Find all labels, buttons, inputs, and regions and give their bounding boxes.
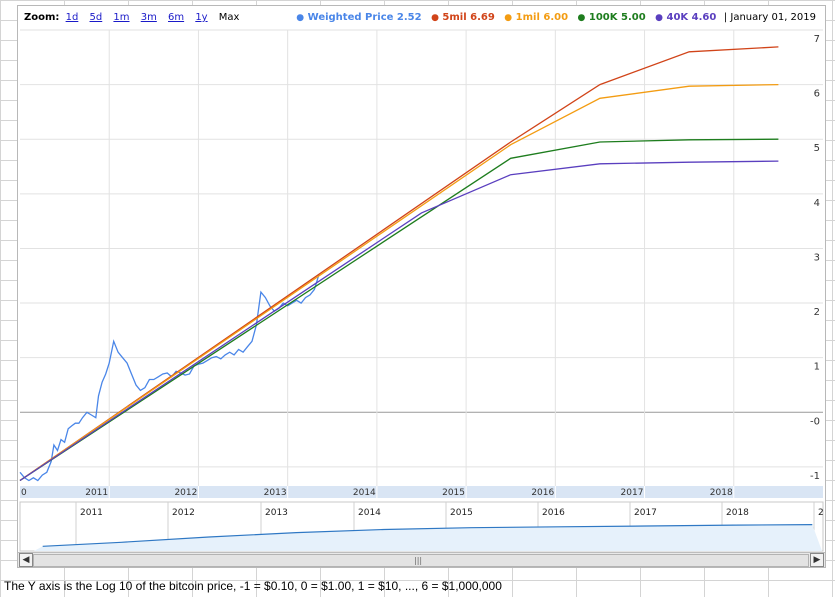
x-tick-label: 2018 bbox=[710, 488, 733, 498]
x-axis-band bbox=[20, 486, 823, 498]
zoom-label: Zoom: bbox=[24, 12, 60, 23]
scroll-thumb[interactable]: ||| bbox=[33, 554, 809, 567]
legend-dot-icon: ● bbox=[296, 13, 305, 23]
legend-date: | January 01, 2019 bbox=[723, 12, 816, 23]
nav-tick-label: 2014 bbox=[358, 508, 381, 518]
x-tick-label: 2015 bbox=[442, 488, 465, 498]
series-line-40k bbox=[19, 160, 779, 482]
nav-tick-label: 2015 bbox=[450, 508, 473, 518]
legend-value: 5.00 bbox=[620, 12, 646, 23]
zoom-max-label[interactable]: Max bbox=[218, 12, 240, 23]
legend-item-100k[interactable]: ● 100K 5.00 bbox=[578, 12, 650, 23]
legend-dot-icon: ● bbox=[577, 13, 586, 23]
series-line-1mil bbox=[19, 83, 779, 482]
zoom-bar: Zoom: 1d 5d 1m 3m 6m 1y Max bbox=[24, 6, 239, 30]
chart-frame: 7 6 5 4 3 2 1 -0 -1 0 2011 2012 2013 2014 2015 2016 201… bbox=[17, 5, 826, 568]
horizontal-scrollbar[interactable]: ◀ ||| ▶ bbox=[18, 552, 825, 567]
x-tick-label: 2012 bbox=[174, 488, 197, 498]
navigator-area bbox=[34, 524, 822, 551]
nav-tick-label: 2 bbox=[818, 508, 824, 518]
series-line-100k bbox=[19, 138, 779, 482]
x-tick-label: 2017 bbox=[621, 488, 644, 498]
legend-dot-icon: ● bbox=[431, 13, 439, 23]
legend-value: 2.52 bbox=[396, 12, 422, 23]
legend-item-40k[interactable]: ● 40K 4.60 bbox=[655, 12, 720, 23]
nav-tick-label: 2017 bbox=[634, 508, 657, 518]
zoom-3m-link[interactable]: 3m bbox=[140, 12, 157, 23]
legend-label: 5mil bbox=[442, 12, 467, 23]
x-tick-label: 2016 bbox=[531, 488, 554, 498]
legend-item-weighted-price[interactable]: ● Weighted Price 2.52 bbox=[296, 12, 425, 23]
y-tick-label: 4 bbox=[814, 198, 820, 209]
series-line-weighted-price bbox=[19, 274, 320, 482]
zoom-1d-link[interactable]: 1d bbox=[65, 12, 79, 23]
legend-item-5mil[interactable]: ● 5mil 6.69 bbox=[431, 12, 498, 23]
series-line-5mil bbox=[19, 46, 779, 482]
legend-value: 6.69 bbox=[470, 12, 495, 23]
legend-dot-icon: ● bbox=[504, 13, 513, 23]
x-tick-label: 2013 bbox=[264, 488, 287, 498]
legend-value: 4.60 bbox=[691, 12, 717, 23]
scroll-right-button[interactable]: ▶ bbox=[810, 553, 824, 567]
y-tick-label: 7 bbox=[814, 34, 820, 45]
legend-value: 6.00 bbox=[543, 12, 569, 23]
legend-label: Weighted Price bbox=[307, 12, 394, 23]
nav-tick-label: 2018 bbox=[726, 508, 749, 518]
navigator-line bbox=[42, 523, 813, 547]
nav-tick-label: 2016 bbox=[542, 508, 565, 518]
zoom-5d-link[interactable]: 5d bbox=[89, 12, 103, 23]
nav-tick-label: 2012 bbox=[172, 508, 195, 518]
y-tick-label: -1 bbox=[810, 471, 820, 482]
zoom-1y-link[interactable]: 1y bbox=[195, 12, 208, 23]
chart-toolbar: Zoom: 1d 5d 1m 3m 6m 1y Max ● Weighted P… bbox=[18, 6, 825, 30]
legend-dot-icon: ● bbox=[655, 13, 664, 23]
zoom-1m-link[interactable]: 1m bbox=[113, 12, 130, 23]
grip-icon: ||| bbox=[414, 556, 423, 565]
plot-area bbox=[20, 30, 823, 486]
x-tick-label: 2011 bbox=[85, 488, 108, 498]
legend: ● Weighted Price 2.52 ● 5mil 6.69 ● 1mil… bbox=[290, 6, 816, 30]
footer-note: The Y axis is the Log 10 of the bitcoin … bbox=[4, 579, 502, 593]
y-tick-label: 5 bbox=[814, 143, 820, 154]
y-tick-label: 6 bbox=[814, 89, 820, 100]
chart-svg: 7 6 5 4 3 2 1 -0 -1 0 2011 2012 2013 2014 2015 2016 201… bbox=[19, 29, 824, 552]
legend-label: 40K bbox=[666, 12, 689, 23]
nav-tick-label: 2013 bbox=[265, 508, 288, 518]
x-tick-label: 2014 bbox=[353, 488, 376, 498]
zoom-6m-link[interactable]: 6m bbox=[168, 12, 185, 23]
scroll-left-button[interactable]: ◀ bbox=[19, 553, 33, 567]
legend-label: 100K bbox=[588, 12, 618, 23]
y-tick-label: 2 bbox=[814, 307, 820, 318]
chevron-right-icon: ▶ bbox=[813, 555, 821, 565]
nav-tick-label: 2011 bbox=[80, 508, 103, 518]
y-tick-label: 1 bbox=[814, 362, 820, 373]
legend-item-1mil[interactable]: ● 1mil 6.00 bbox=[504, 12, 571, 23]
x-tick-label: 0 bbox=[21, 488, 27, 498]
y-tick-label: 3 bbox=[814, 252, 820, 263]
legend-label: 1mil bbox=[515, 12, 540, 23]
chevron-left-icon: ◀ bbox=[22, 555, 30, 565]
y-tick-label: -0 bbox=[810, 416, 820, 427]
